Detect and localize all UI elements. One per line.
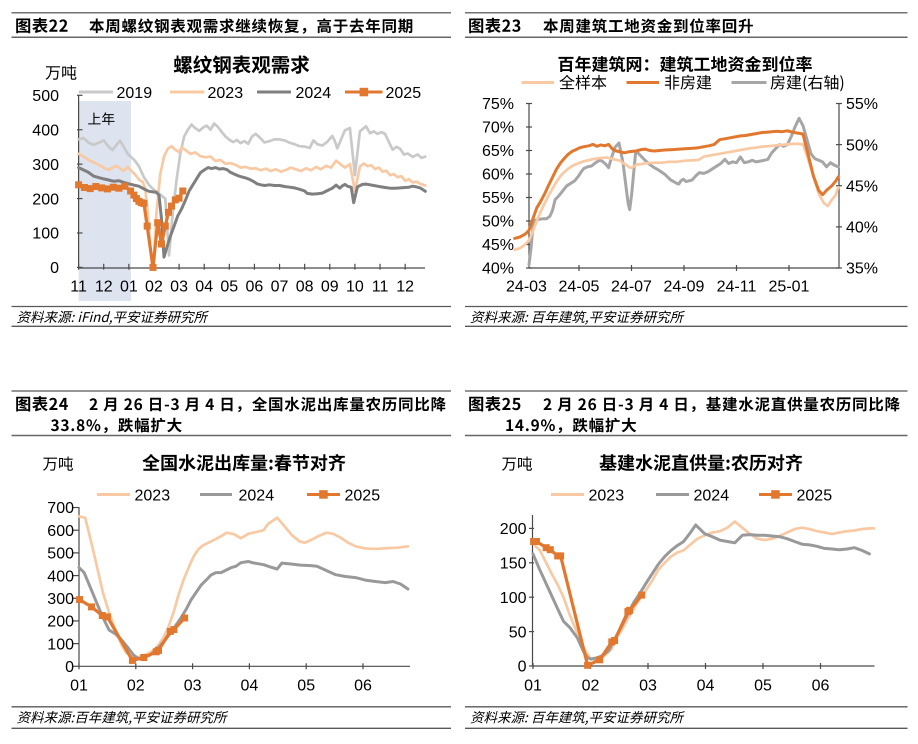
- svg-text:50: 50: [509, 624, 527, 641]
- svg-text:03: 03: [184, 678, 202, 695]
- svg-text:07: 07: [271, 279, 289, 296]
- svg-text:25-01: 25-01: [769, 279, 810, 296]
- svg-text:04: 04: [195, 279, 213, 296]
- svg-text:24-09: 24-09: [664, 279, 705, 296]
- svg-text:2025: 2025: [797, 487, 833, 504]
- svg-text:100: 100: [47, 636, 74, 653]
- svg-text:0: 0: [50, 260, 59, 277]
- svg-text:04: 04: [241, 678, 259, 695]
- svg-text:02: 02: [145, 279, 163, 296]
- svg-text:2024: 2024: [694, 487, 730, 504]
- svg-text:2025: 2025: [345, 487, 381, 504]
- svg-text:11: 11: [70, 279, 87, 296]
- svg-text:45%: 45%: [482, 237, 514, 254]
- svg-text:03: 03: [170, 279, 188, 296]
- svg-text:2025: 2025: [386, 85, 422, 102]
- svg-text:50%: 50%: [846, 137, 878, 154]
- svg-text:75%: 75%: [482, 96, 514, 113]
- svg-text:600: 600: [47, 523, 74, 540]
- svg-text:11: 11: [372, 279, 389, 296]
- svg-text:09: 09: [321, 279, 339, 296]
- svg-text:45%: 45%: [846, 178, 878, 195]
- svg-text:40%: 40%: [846, 220, 878, 237]
- svg-text:70%: 70%: [482, 120, 514, 137]
- svg-text:04: 04: [697, 678, 715, 695]
- svg-text:400: 400: [47, 568, 74, 585]
- svg-text:2024: 2024: [296, 85, 332, 102]
- svg-text:55%: 55%: [482, 190, 514, 207]
- svg-text:700: 700: [47, 500, 74, 517]
- svg-text:2023: 2023: [135, 487, 171, 504]
- svg-text:100: 100: [500, 590, 527, 607]
- svg-text:2023: 2023: [208, 85, 244, 102]
- svg-text:10: 10: [346, 279, 364, 296]
- svg-text:06: 06: [246, 279, 264, 296]
- svg-text:2019: 2019: [117, 85, 153, 102]
- svg-text:12: 12: [396, 279, 414, 296]
- svg-text:05: 05: [220, 279, 238, 296]
- svg-text:100: 100: [32, 226, 59, 243]
- svg-text:02: 02: [582, 678, 600, 695]
- svg-text:50%: 50%: [482, 214, 514, 231]
- svg-text:24-03: 24-03: [506, 279, 547, 296]
- svg-text:01: 01: [70, 678, 88, 695]
- svg-text:06: 06: [812, 678, 830, 695]
- svg-text:24-11: 24-11: [717, 279, 757, 296]
- svg-text:40%: 40%: [482, 261, 514, 278]
- svg-text:300: 300: [32, 157, 59, 174]
- svg-text:03: 03: [639, 678, 657, 695]
- svg-text:01: 01: [524, 678, 542, 695]
- svg-text:0: 0: [65, 659, 74, 676]
- svg-text:06: 06: [354, 678, 372, 695]
- svg-text:2024: 2024: [239, 487, 275, 504]
- svg-text:08: 08: [296, 279, 314, 296]
- svg-text:500: 500: [47, 546, 74, 563]
- svg-text:12: 12: [95, 279, 113, 296]
- svg-text:24-05: 24-05: [559, 279, 600, 296]
- svg-text:300: 300: [47, 591, 74, 608]
- svg-text:150: 150: [500, 556, 527, 573]
- svg-text:55%: 55%: [846, 96, 878, 113]
- svg-text:200: 200: [47, 614, 74, 631]
- svg-text:05: 05: [297, 678, 315, 695]
- svg-text:60%: 60%: [482, 167, 514, 184]
- svg-text:24-07: 24-07: [611, 279, 652, 296]
- svg-text:200: 200: [500, 521, 527, 538]
- svg-text:65%: 65%: [482, 143, 514, 160]
- svg-text:05: 05: [754, 678, 772, 695]
- svg-text:02: 02: [127, 678, 145, 695]
- svg-text:35%: 35%: [846, 261, 878, 278]
- svg-text:2023: 2023: [589, 487, 625, 504]
- svg-text:200: 200: [32, 191, 59, 208]
- svg-text:400: 400: [32, 122, 59, 139]
- svg-text:0: 0: [518, 659, 527, 676]
- svg-text:500: 500: [32, 88, 59, 105]
- svg-text:01: 01: [120, 279, 138, 296]
